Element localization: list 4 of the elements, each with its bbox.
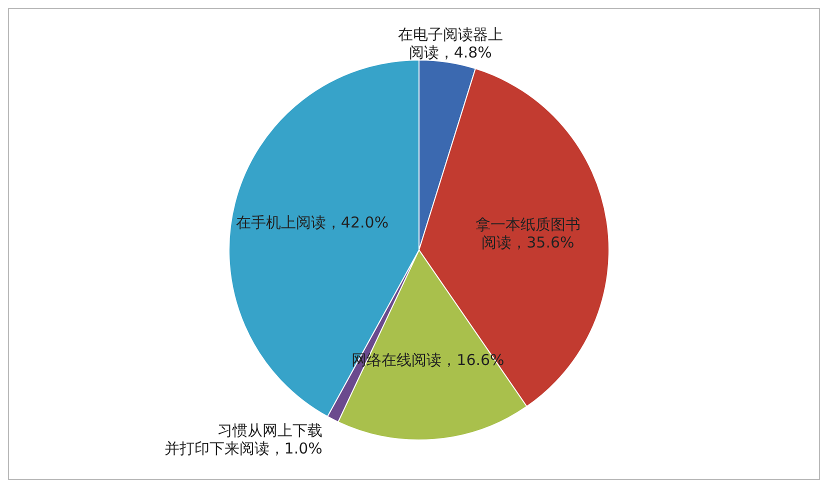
slice-label: 习惯从网上下载并打印下来阅读，1.0% bbox=[164, 422, 322, 458]
slice-label: 在手机上阅读，42.0% bbox=[236, 214, 389, 232]
slice-label: 拿一本纸质图书阅读，35.6% bbox=[475, 215, 580, 252]
slice-label: 在电子阅读器上阅读，4.8% bbox=[398, 25, 503, 62]
